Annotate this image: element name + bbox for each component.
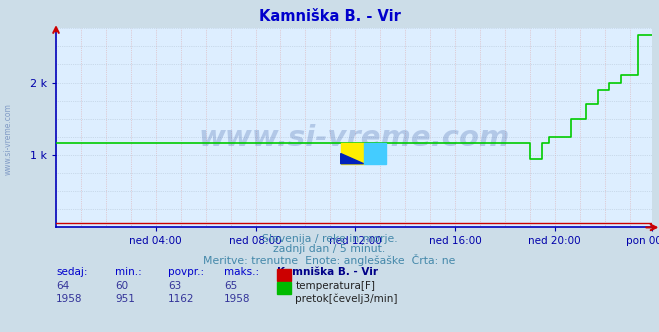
Text: 1958: 1958 <box>56 294 82 304</box>
Text: min.:: min.: <box>115 267 142 277</box>
Text: temperatura[F]: temperatura[F] <box>295 281 375 290</box>
Text: 64: 64 <box>56 281 69 290</box>
Polygon shape <box>341 153 364 164</box>
Text: povpr.:: povpr.: <box>168 267 204 277</box>
Text: 60: 60 <box>115 281 129 290</box>
Text: Slovenija / reke in morje.: Slovenija / reke in morje. <box>262 234 397 244</box>
Text: sedaj:: sedaj: <box>56 267 88 277</box>
Bar <box>364 143 386 164</box>
Text: maks.:: maks.: <box>224 267 259 277</box>
Text: Meritve: trenutne  Enote: anglešaške  Črta: ne: Meritve: trenutne Enote: anglešaške Črta… <box>204 254 455 266</box>
Text: Kamniška B. - Vir: Kamniška B. - Vir <box>277 267 378 277</box>
Text: 951: 951 <box>115 294 135 304</box>
Text: 1958: 1958 <box>224 294 250 304</box>
Text: zadnji dan / 5 minut.: zadnji dan / 5 minut. <box>273 244 386 254</box>
Text: pretok[čevelj3/min]: pretok[čevelj3/min] <box>295 294 398 304</box>
Bar <box>341 143 364 164</box>
Text: 63: 63 <box>168 281 181 290</box>
Text: Kamniška B. - Vir: Kamniška B. - Vir <box>258 9 401 24</box>
Text: 65: 65 <box>224 281 237 290</box>
Text: www.si-vreme.com: www.si-vreme.com <box>4 104 13 175</box>
Text: 1162: 1162 <box>168 294 194 304</box>
Text: www.si-vreme.com: www.si-vreme.com <box>198 124 510 152</box>
